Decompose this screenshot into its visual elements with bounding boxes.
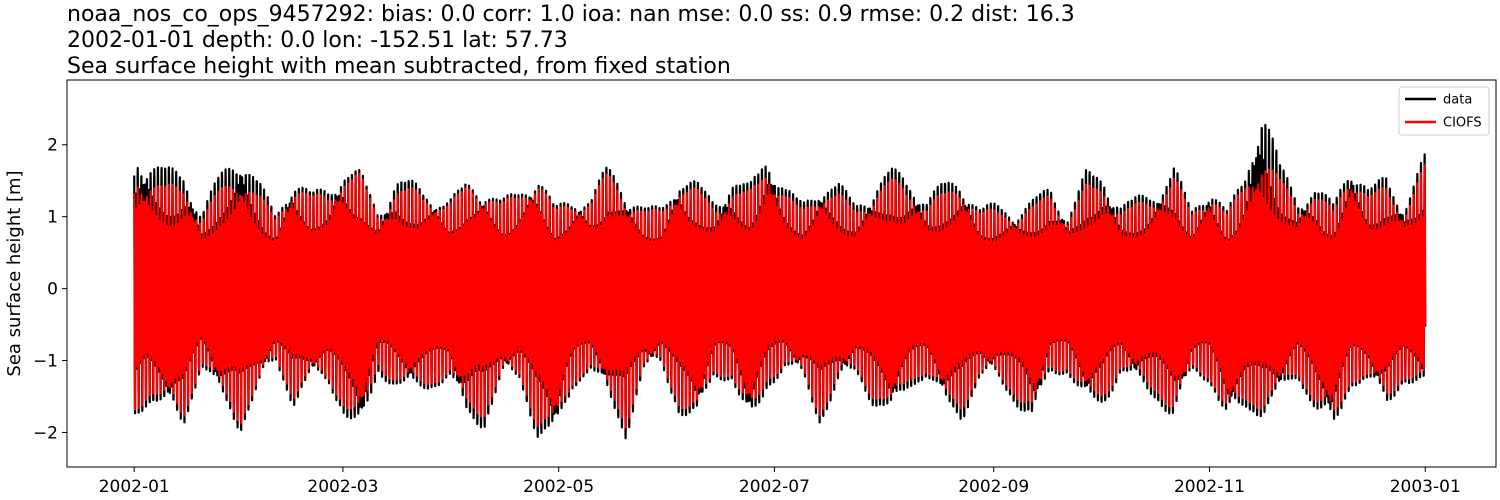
x-tick-label: 2002-03	[307, 477, 378, 497]
series-line-ciofs	[133, 163, 1427, 429]
x-tick-label: 2002-01	[99, 477, 170, 497]
title-line-description: Sea surface height with mean subtracted,…	[67, 54, 731, 79]
x-tick-label: 2002-09	[958, 477, 1029, 497]
y-axis: −2 −1 0 1 2	[33, 136, 67, 443]
plot-frame	[66, 79, 1497, 468]
x-tick-label: 2002-07	[739, 477, 810, 497]
legend-label-data: data	[1443, 93, 1472, 108]
x-tick-label: 2002-11	[1174, 477, 1245, 497]
x-tick-label: 2003-01	[1390, 477, 1461, 497]
y-tick-label: 2	[47, 136, 58, 156]
x-tick-label: 2002-05	[523, 477, 594, 497]
title-line-stats: noaa_nos_co_ops_9457292: bias: 0.0 corr:…	[67, 2, 1075, 27]
legend-label-ciofs: CIOFS	[1443, 116, 1482, 131]
title-block: noaa_nos_co_ops_9457292: bias: 0.0 corr:…	[67, 2, 1075, 80]
title-line-location: 2002-01-01 depth: 0.0 lon: -152.51 lat: …	[67, 28, 568, 53]
y-tick-label: 1	[47, 208, 58, 228]
series-layer	[133, 123, 1427, 440]
y-tick-label: 0	[47, 280, 58, 300]
legend: data CIOFS	[1398, 86, 1490, 136]
y-tick-label: −1	[33, 352, 58, 372]
y-tick-label: −2	[33, 423, 58, 443]
x-axis: 2002-01 2002-03 2002-05 2002-07 2002-09 2002-…	[99, 467, 1461, 497]
y-axis-label: Sea surface height [m]	[4, 170, 25, 376]
